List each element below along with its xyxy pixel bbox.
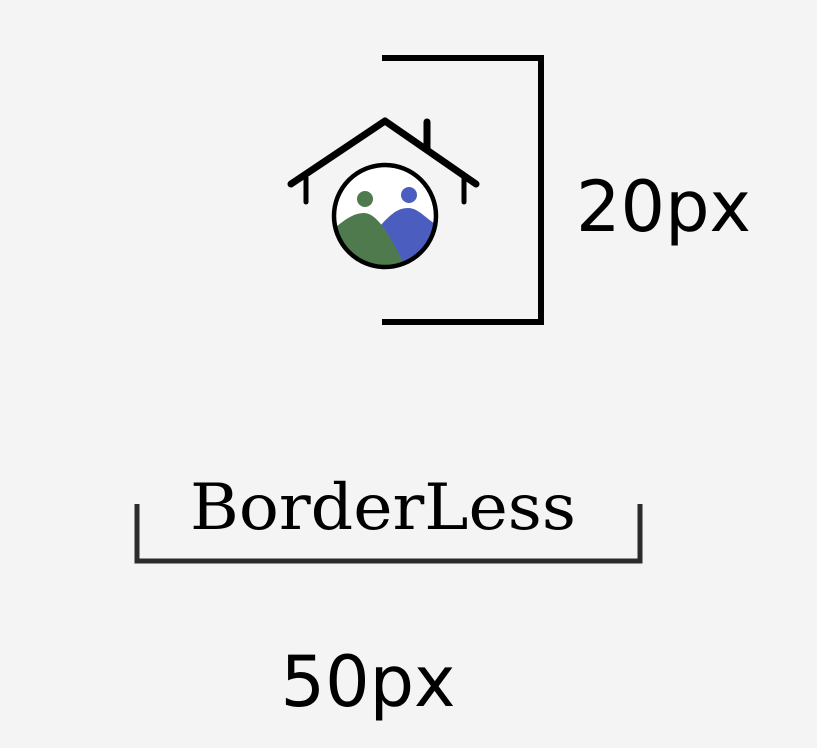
width-bracket [134,504,643,564]
roof-outline [287,117,480,188]
height-bracket [382,55,544,325]
blue-person-head [401,187,417,203]
icon-height-label: 20px [576,166,751,248]
wordmark-width-label: 50px [281,641,456,723]
window-circle-outline [331,162,439,270]
wordmark-text: BorderLess [190,471,576,545]
green-person-head [357,191,373,207]
house-landscape-icon [287,117,480,270]
